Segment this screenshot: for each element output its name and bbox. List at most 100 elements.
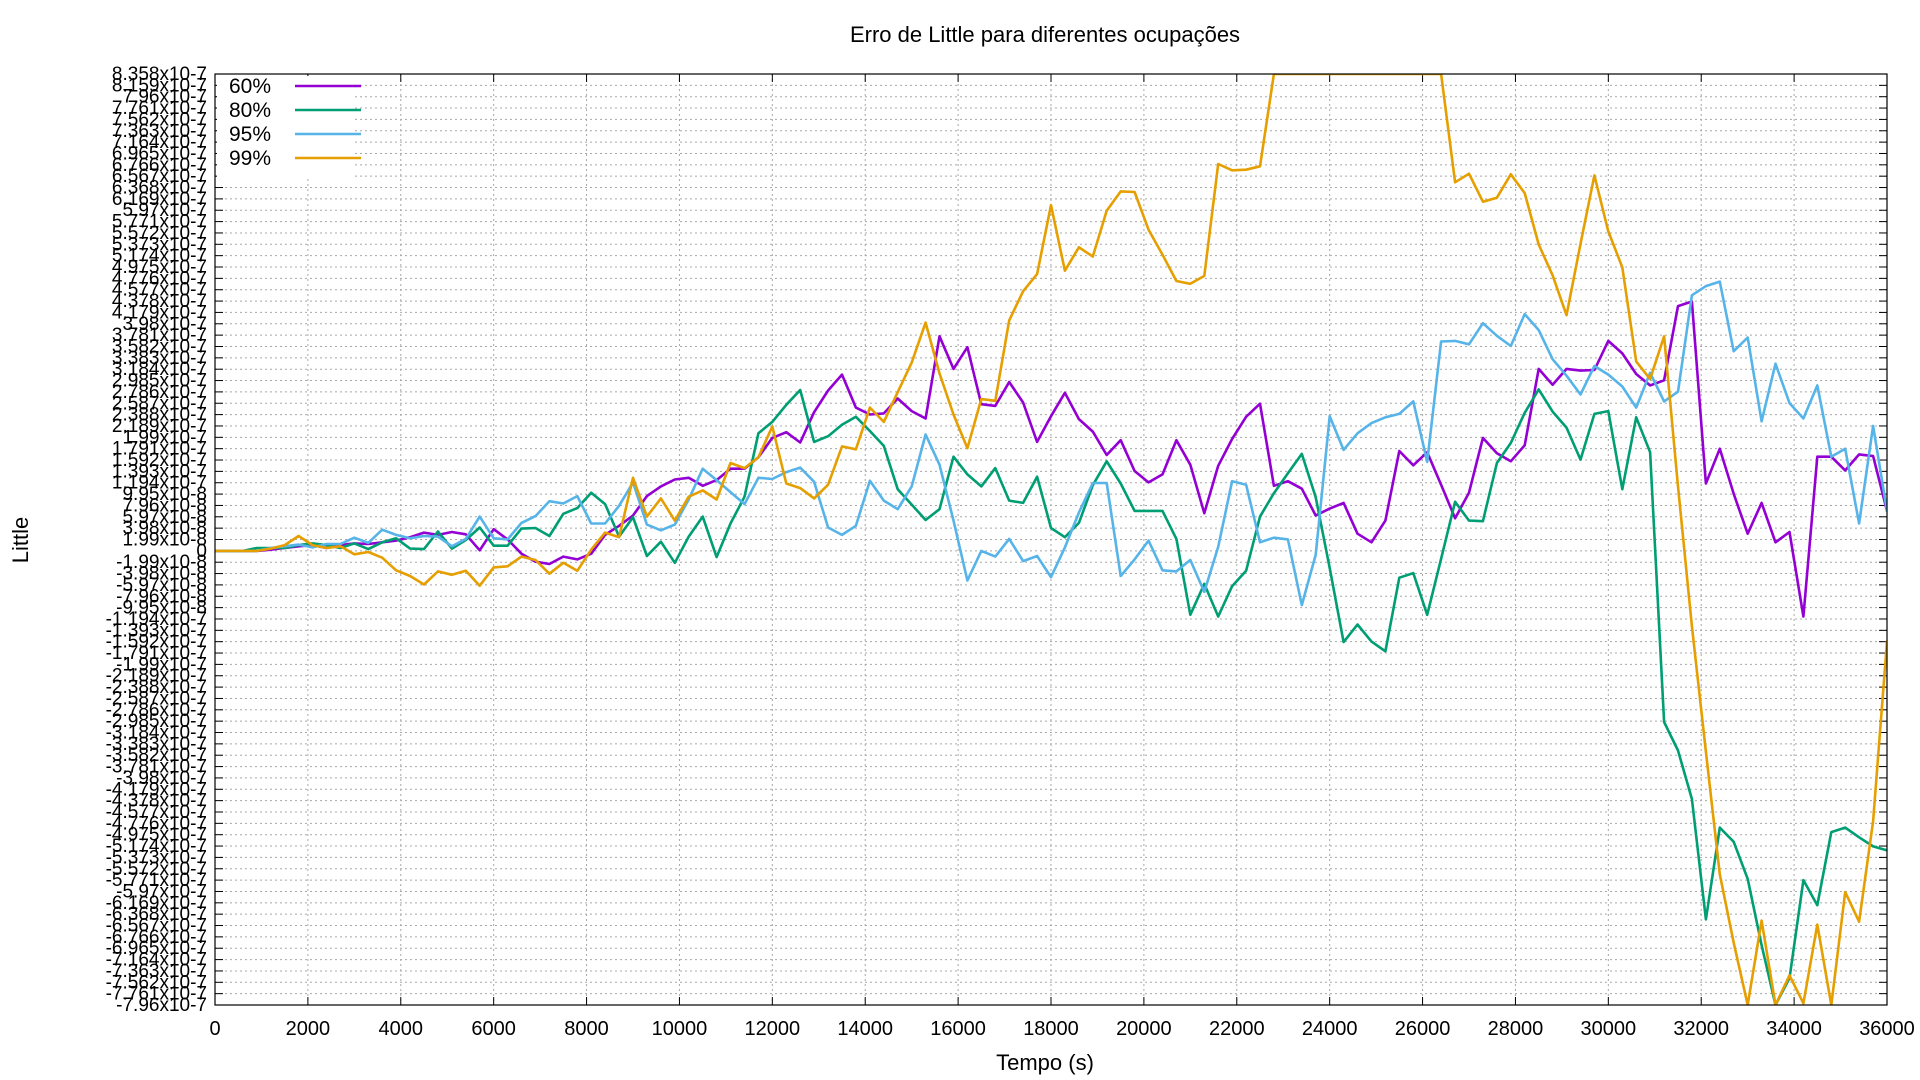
y-tick-label: 7.96x10-8 — [122, 495, 207, 516]
legend: 60%80%95%99% — [217, 75, 361, 178]
y-tick-label: 1.99x10-8 — [122, 530, 207, 551]
x-tick-label: 26000 — [1395, 1018, 1451, 1040]
y-tick-label: -6.169x10-7 — [106, 893, 207, 914]
y-tick-label: -1.99x10-7 — [116, 654, 207, 675]
y-tick-label: -1.194x10-7 — [106, 609, 207, 630]
y-tick-label: -2.189x10-7 — [106, 666, 207, 687]
y-tick-label: 5.97x10-7 — [122, 200, 207, 221]
y-tick-label: 5.572x10-7 — [112, 223, 207, 244]
y-tick-label: -4.776x10-7 — [106, 813, 207, 834]
y-tick-label: 6.567x10-7 — [112, 166, 207, 187]
x-tick-label: 32000 — [1673, 1018, 1729, 1040]
x-tick-label: 0 — [209, 1018, 220, 1040]
legend-label: 80% — [229, 99, 271, 122]
legend-label: 99% — [229, 147, 271, 170]
y-tick-label: -9.95x10-8 — [116, 598, 207, 619]
y-tick-label: 3.582x10-7 — [112, 336, 207, 357]
y-tick-label: 2.587x10-7 — [112, 393, 207, 414]
x-tick-label: 12000 — [745, 1018, 801, 1040]
y-tick-label: 6.766x10-7 — [112, 155, 207, 176]
x-tick-label: 22000 — [1209, 1018, 1265, 1040]
y-tick-label: 7.562x10-7 — [112, 109, 207, 130]
x-tick-label: 2000 — [286, 1018, 331, 1040]
y-tick-label: -7.562x10-7 — [106, 972, 207, 993]
legend-box — [217, 76, 352, 178]
chart-title: Erro de Little para diferentes ocupações — [850, 22, 1240, 47]
y-tick-label: 1.592x10-7 — [112, 450, 207, 471]
x-axis-ticks: 0 2000 4000 6000 8000 10000 12000 14000 16000 180… — [209, 74, 1915, 1040]
y-tick-label: 7.96x10-7 — [122, 87, 207, 108]
legend-label: 60% — [229, 75, 271, 98]
y-tick-label: 4.378x10-7 — [112, 291, 207, 312]
y-tick-label: 2.388x10-7 — [112, 405, 207, 426]
legend-label: 95% — [229, 123, 271, 146]
y-tick-label: -2.587x10-7 — [106, 688, 207, 709]
x-tick-label: 18000 — [1023, 1018, 1079, 1040]
y-tick-label: 6.169x10-7 — [112, 189, 207, 210]
y-tick-label: -7.164x10-7 — [106, 950, 207, 971]
x-tick-label: 4000 — [379, 1018, 424, 1040]
y-tick-label: 8.159x10-7 — [112, 75, 207, 96]
series-line-60pct — [215, 300, 1887, 618]
y-axis-ticks: 8.358x10-78.159x10-77.96x10-77.761x10-77… — [106, 64, 1887, 1016]
y-tick-label: 3.98x10-7 — [122, 314, 207, 335]
y-tick-label: -6.766x10-7 — [106, 927, 207, 948]
y-tick-label: 5.97x10-8 — [122, 507, 207, 528]
y-tick-label: -3.98x10-8 — [116, 564, 207, 585]
x-tick-label: 24000 — [1302, 1018, 1358, 1040]
y-tick-label: 7.761x10-7 — [112, 98, 207, 119]
y-tick-label: 4.776x10-7 — [112, 268, 207, 289]
x-tick-label: 10000 — [652, 1018, 708, 1040]
y-tick-label: 3.383x10-7 — [112, 348, 207, 369]
x-tick-label: 8000 — [564, 1018, 609, 1040]
y-tick-label: -5.97x10-8 — [116, 575, 207, 596]
y-tick-label: 4.975x10-7 — [112, 257, 207, 278]
y-tick-label: 3.98x10-8 — [122, 518, 207, 539]
y-tick-label: -5.771x10-7 — [106, 870, 207, 891]
x-tick-label: 34000 — [1766, 1018, 1822, 1040]
y-tick-label: -3.98x10-7 — [116, 768, 207, 789]
y-tick-label: -4.179x10-7 — [106, 779, 207, 800]
y-tick-label: -3.383x10-7 — [106, 734, 207, 755]
x-tick-label: 30000 — [1581, 1018, 1637, 1040]
y-tick-label: -1.791x10-7 — [106, 643, 207, 664]
x-tick-label: 14000 — [837, 1018, 893, 1040]
series-line-95pct — [215, 280, 1887, 607]
y-tick-label: 1.99x10-7 — [122, 427, 207, 448]
y-tick-label: -5.174x10-7 — [106, 836, 207, 857]
x-tick-label: 36000 — [1859, 1018, 1915, 1040]
y-tick-label: -7.363x10-7 — [106, 961, 207, 982]
y-tick-label: 1.791x10-7 — [112, 439, 207, 460]
y-tick-label: 7.164x10-7 — [112, 132, 207, 153]
y-tick-label: -4.378x10-7 — [106, 791, 207, 812]
y-tick-label: -2.985x10-7 — [106, 711, 207, 732]
y-tick-label: 7.363x10-7 — [112, 121, 207, 142]
series-lines — [215, 74, 1887, 1005]
y-tick-label: -5.97x10-7 — [116, 881, 207, 902]
y-tick-label: 5.373x10-7 — [112, 234, 207, 255]
x-tick-label: 16000 — [930, 1018, 986, 1040]
y-tick-label: 0 — [196, 541, 207, 562]
y-tick-label: 2.985x10-7 — [112, 371, 207, 392]
y-tick-label: 5.174x10-7 — [112, 246, 207, 267]
y-tick-label: 1.194x10-7 — [112, 473, 207, 494]
x-tick-label: 6000 — [471, 1018, 516, 1040]
y-tick-label: -3.582x10-7 — [106, 745, 207, 766]
y-tick-label: 1.393x10-7 — [112, 461, 207, 482]
y-tick-label: -2.388x10-7 — [106, 677, 207, 698]
y-tick-label: -6.965x10-7 — [106, 938, 207, 959]
y-tick-label: 2.189x10-7 — [112, 416, 207, 437]
y-tick-label: -5.572x10-7 — [106, 859, 207, 880]
y-tick-label: -7.96x10-8 — [116, 586, 207, 607]
y-tick-label: 5.771x10-7 — [112, 212, 207, 233]
plot-frame — [214, 73, 1888, 1006]
x-axis-label: Tempo (s) — [996, 1050, 1094, 1075]
y-tick-label: -1.99x10-8 — [116, 552, 207, 573]
y-tick-label: -3.184x10-7 — [106, 723, 207, 744]
y-tick-label: -1.393x10-7 — [106, 620, 207, 641]
y-tick-label: -3.781x10-7 — [106, 757, 207, 778]
y-tick-label: -6.567x10-7 — [106, 916, 207, 937]
y-tick-label: -1.592x10-7 — [106, 632, 207, 653]
y-tick-label: -4.975x10-7 — [106, 825, 207, 846]
